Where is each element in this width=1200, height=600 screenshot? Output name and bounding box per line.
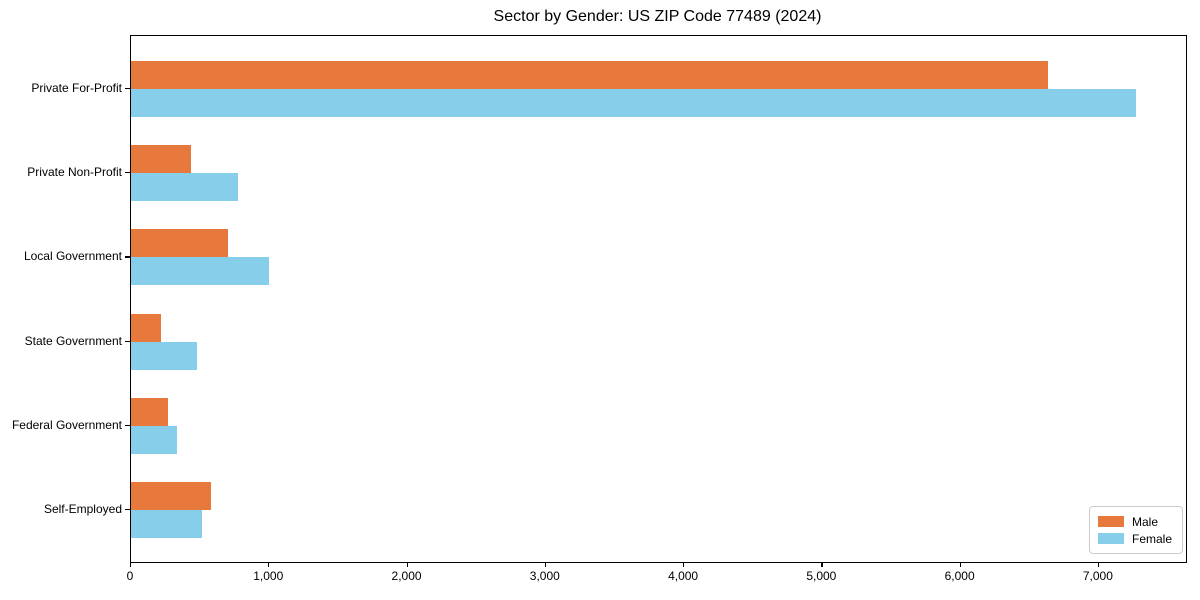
x-tick-label-6000: 6,000 (944, 569, 975, 583)
y-tick-label-self-employed: Self-Employed (43, 502, 122, 516)
y-tick-label-private-for-profit: Private For-Profit (31, 81, 122, 95)
x-tick-label-7000: 7,000 (1082, 569, 1113, 583)
bar-male-private-non-profit (131, 145, 191, 174)
x-tick-label-1000: 1,000 (253, 569, 284, 583)
legend-label-male: Male (1131, 514, 1158, 529)
bar-female-self-employed (131, 510, 202, 538)
y-tick-mark (125, 172, 130, 174)
x-tick-label-4000: 4,000 (668, 569, 699, 583)
bar-male-self-employed (131, 482, 212, 510)
y-tick-mark (125, 88, 130, 90)
y-tick-label-state-government: State Government (24, 333, 122, 348)
bar-female-state-government (131, 341, 198, 370)
legend-swatch-female-icon (1097, 533, 1124, 544)
bar-male-local-government (131, 229, 228, 258)
y-tick-mark (125, 424, 130, 426)
y-tick-label-private-non-profit: Private Non-Profit (27, 165, 122, 180)
legend-label-female: Female (1131, 531, 1172, 546)
bar-female-federal-government (131, 425, 177, 454)
chart-title: Sector by Gender: US ZIP Code 77489 (202… (493, 8, 822, 25)
plot-area: Male Female (130, 35, 1187, 563)
x-tick-label-2000: 2,000 (391, 569, 422, 583)
x-tick-mark (821, 562, 823, 567)
bar-female-private-for-profit (131, 89, 1137, 117)
x-tick-label-0: 0 (126, 569, 134, 583)
y-tick-label-local-government: Local Government (23, 249, 122, 264)
x-tick-mark (130, 562, 132, 567)
y-tick-mark (125, 340, 130, 342)
x-tick-label-5000: 5,000 (806, 569, 837, 583)
bar-male-federal-government (131, 397, 168, 426)
x-tick-mark (1097, 562, 1100, 567)
bar-female-private-non-profit (131, 173, 238, 202)
y-tick-mark (125, 509, 130, 511)
legend-swatch-male-icon (1097, 516, 1124, 527)
x-tick-mark (544, 562, 546, 567)
legend: Male Female (1088, 506, 1183, 554)
bar-male-state-government (131, 313, 162, 342)
x-tick-mark (959, 562, 961, 567)
legend-item-male: Male (1097, 513, 1172, 530)
y-tick-label-federal-government: Federal Government (11, 417, 122, 432)
x-tick-mark (683, 562, 685, 567)
bar-female-local-government (131, 257, 270, 286)
x-tick-mark (406, 562, 408, 567)
x-tick-label-3000: 3,000 (529, 569, 560, 583)
legend-item-female: Female (1097, 530, 1172, 547)
y-tick-mark (125, 256, 130, 258)
x-tick-mark (268, 562, 270, 567)
bar-male-private-for-profit (131, 61, 1048, 89)
